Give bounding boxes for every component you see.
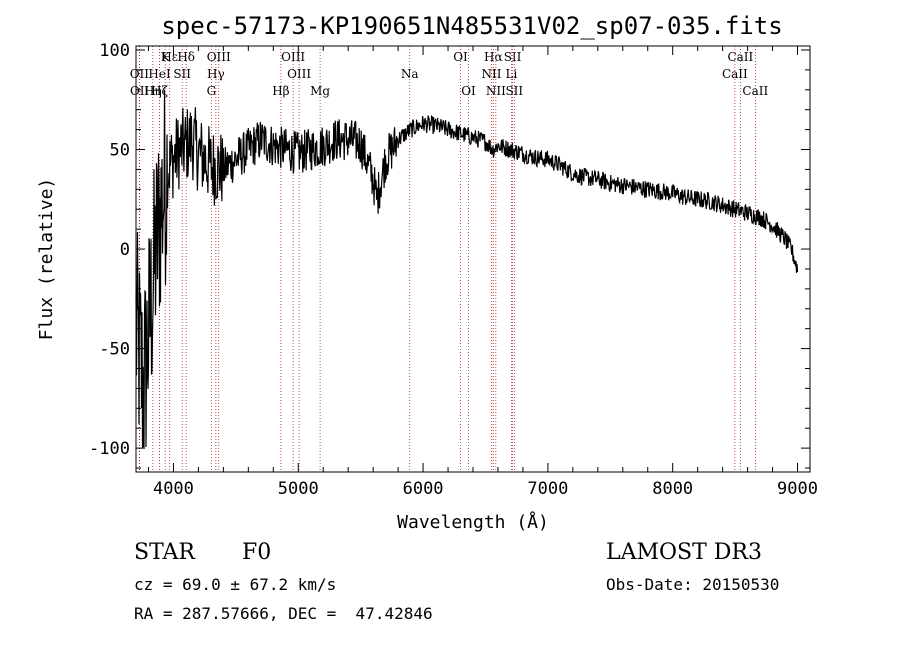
x-tick-label: 5000 — [278, 479, 319, 499]
emission-line-label: Hη — [144, 84, 162, 98]
emission-line-label: Hε — [161, 50, 178, 64]
emission-line-label: CaII — [742, 84, 768, 98]
y-axis-label: Flux (relative) — [36, 178, 57, 341]
emission-line-label: Na — [401, 67, 419, 81]
emission-line-label: Hγ — [207, 67, 225, 81]
emission-line-label: OII — [130, 84, 150, 98]
emission-line-label: OI — [461, 84, 476, 98]
y-tick-label: -50 — [99, 340, 130, 360]
emission-line-label: Hδ — [177, 50, 195, 64]
chart-title: spec-57173-KP190651N485531V02_sp07-035.f… — [161, 12, 782, 40]
object-subclass: F0 — [242, 540, 272, 565]
emission-line-label: OIII — [287, 67, 311, 81]
survey-label: LAMOST DR3 — [606, 540, 762, 565]
x-tick-label: 7000 — [527, 479, 568, 499]
spectrum-line — [135, 89, 799, 448]
emission-line-label: SII — [173, 67, 191, 81]
x-tick-label: 9000 — [777, 479, 818, 499]
emission-line-label: SII — [504, 50, 522, 64]
obs-date-text: Obs-Date: 20150530 — [606, 575, 780, 594]
emission-line-label: G — [207, 84, 217, 98]
emission-line-label: SII — [505, 84, 523, 98]
x-axis-label: Wavelength (Å) — [397, 511, 549, 533]
emission-line-label: Mg — [310, 84, 330, 98]
emission-line-label: NII — [486, 84, 506, 98]
x-tick-label: 6000 — [403, 479, 444, 499]
emission-line-label: Li — [506, 67, 518, 81]
emission-line-label: CaII — [727, 50, 753, 64]
axis-ticks-layer: 4000 5000 6000 7000 8000 9000 -100 -50 0 50 100 — [89, 41, 818, 499]
y-tick-label: 0 — [120, 240, 130, 260]
object-class: STAR — [134, 540, 195, 565]
redshift-text: cz = 69.0 ± 67.2 km/s — [134, 575, 337, 594]
coordinates-text: RA = 287.57666, DEC = 47.42846 — [134, 604, 433, 623]
x-tick-label: 8000 — [652, 479, 693, 499]
y-tick-label: 50 — [110, 141, 130, 161]
emission-line-label: Hζ — [151, 84, 168, 98]
y-tick-label: -100 — [89, 439, 130, 459]
emission-line-label: CaII — [722, 67, 748, 81]
emission-line-label: NII — [481, 67, 501, 81]
emission-line-label: OI — [453, 50, 468, 64]
emission-line-label: OIII — [281, 50, 305, 64]
x-tick-label: 4000 — [153, 479, 194, 499]
plot-frame — [135, 45, 811, 473]
emission-line-label: Hβ — [272, 84, 289, 98]
emission-line-label: K — [161, 50, 171, 64]
y-tick-label: 100 — [99, 41, 130, 61]
emission-line-label: OIII — [207, 50, 231, 64]
emission-line-label: Hα — [484, 50, 503, 64]
